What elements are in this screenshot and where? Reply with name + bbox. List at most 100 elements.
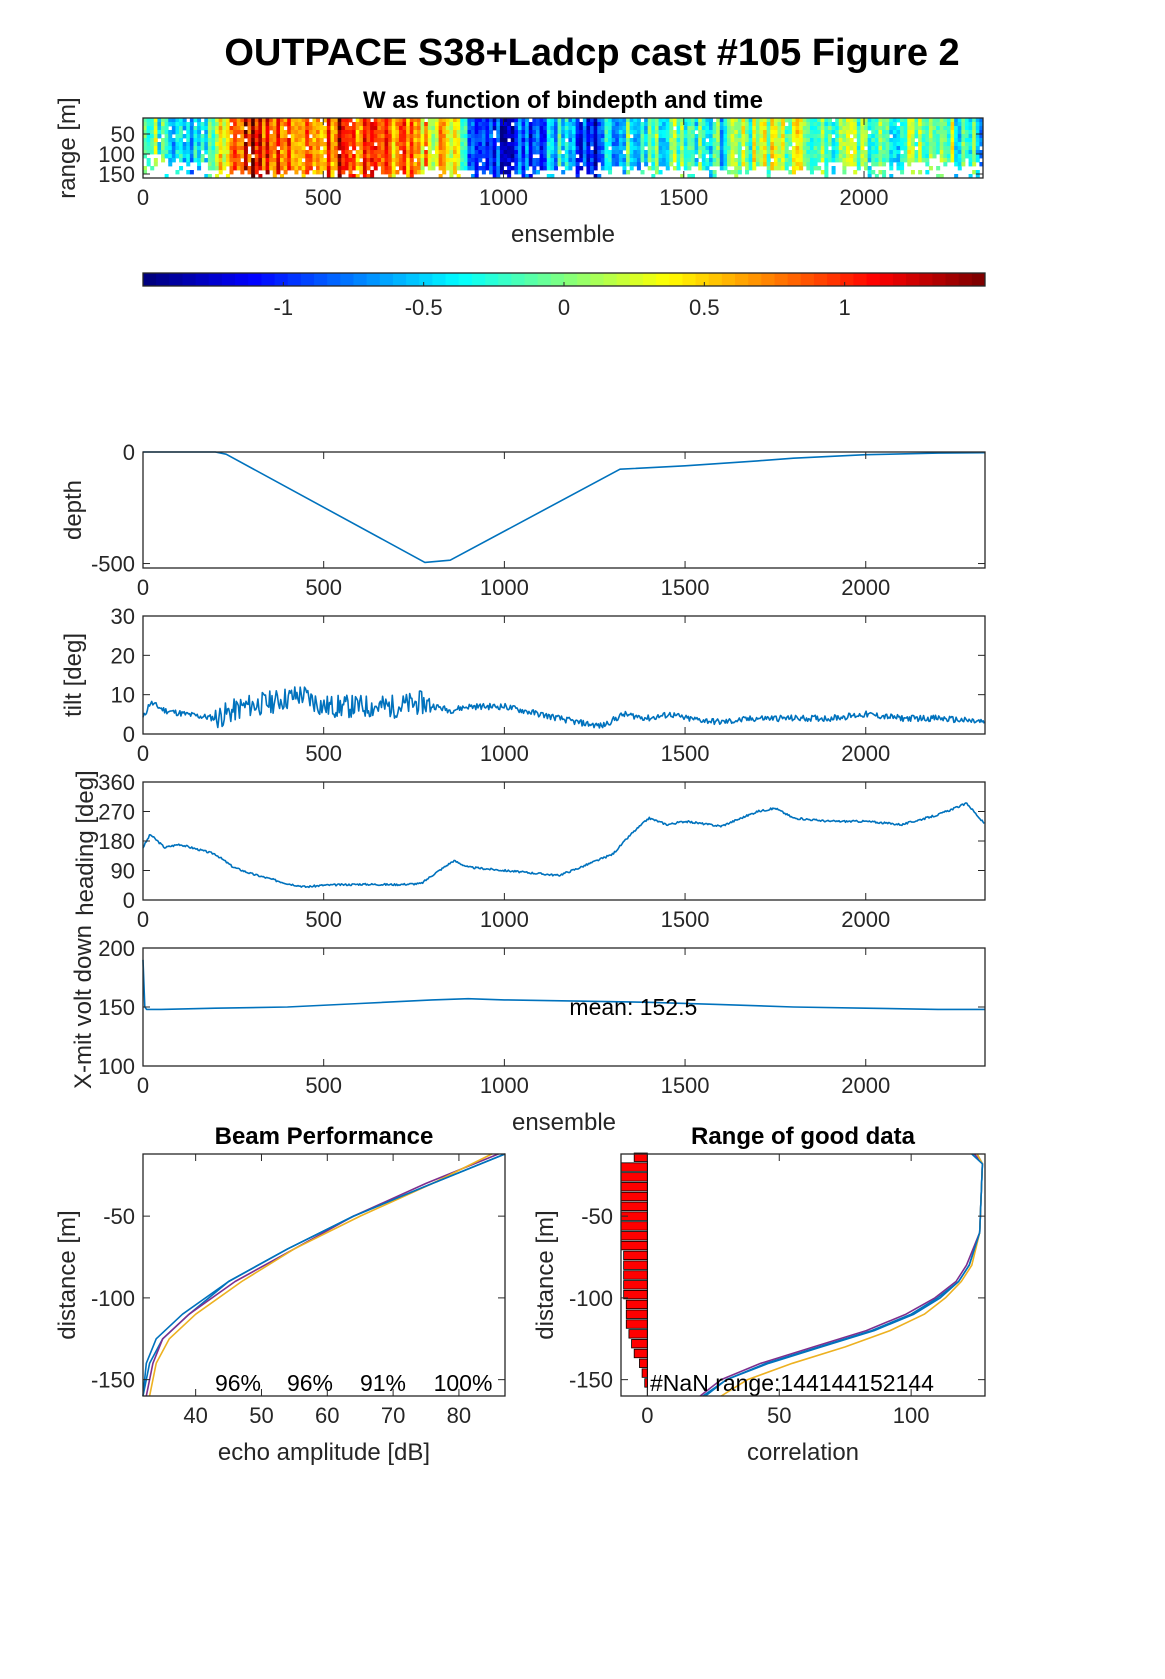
heatmap-cell (377, 146, 382, 151)
heatmap-cell (636, 122, 641, 127)
heatmap-cell (370, 146, 375, 151)
heatmap-cell (442, 130, 447, 135)
heatmap-cell (280, 126, 285, 131)
heatmap-cell (582, 138, 587, 143)
heatmap-cell (435, 154, 440, 159)
heatmap-cell (539, 154, 544, 159)
heatmap-cell (662, 162, 667, 167)
heatmap-cell (456, 138, 461, 143)
heatmap-cell (359, 142, 364, 147)
heatmap-cell (474, 142, 479, 147)
heatmap-cell (225, 134, 230, 139)
heatmap-cell (871, 126, 876, 131)
heatmap-cell (380, 162, 385, 167)
heatmap-cell (654, 126, 659, 131)
heatmap-cell (481, 146, 486, 151)
heatmap-cell (370, 170, 375, 175)
y-tick-label: 0 (123, 722, 135, 747)
heatmap-cell (355, 150, 360, 155)
heatmap-cell (380, 130, 385, 135)
figure-title: OUTPACE S38+Ladcp cast #105 Figure 2 (224, 32, 959, 74)
heatmap-cell (752, 118, 757, 123)
heatmap-cell (326, 158, 331, 163)
heatmap-cell (892, 154, 897, 159)
heatmap-cell (543, 122, 548, 127)
heatmap-cell (150, 166, 155, 171)
heatmap-cell (179, 150, 184, 155)
heatmap-cell (168, 162, 173, 167)
heatmap-cell (572, 154, 577, 159)
heatmap-cell (590, 130, 595, 135)
heatmap-cell (611, 158, 616, 163)
heatmap-cell (572, 142, 577, 147)
heatmap-cell (611, 162, 616, 167)
heatmap-cell (218, 150, 223, 155)
heatmap-cell (388, 146, 393, 151)
heatmap-cell (478, 154, 483, 159)
heatmap-cell (168, 154, 173, 159)
heatmap-cell (817, 150, 822, 155)
heatmap-cell (179, 122, 184, 127)
heatmap-cell (204, 142, 209, 147)
heatmap-cell (806, 126, 811, 131)
heatmap-cell (564, 118, 569, 123)
heatmap-cell (157, 118, 162, 123)
x-tick-label: 500 (305, 907, 342, 932)
heatmap-cell (654, 134, 659, 139)
heatmap-cell (608, 130, 613, 135)
heatmap-cell (503, 158, 508, 163)
heatmap-cell (301, 174, 306, 179)
heatmap-cell (211, 118, 216, 123)
heatmap-cell (665, 150, 670, 155)
heatmap-cell (658, 134, 663, 139)
heatmap-cell (409, 126, 414, 131)
heatmap-cell (964, 130, 969, 135)
heatmap-cell (143, 122, 148, 127)
y-tick-label: 90 (111, 859, 135, 884)
heatmap-cell (867, 142, 872, 147)
heatmap-cell (593, 126, 598, 131)
colorbar-segment (695, 273, 710, 286)
heatmap-cell (521, 126, 526, 131)
heatmap-cell (272, 162, 277, 167)
heatmap-cell (153, 158, 158, 163)
heatmap-cell (734, 142, 739, 147)
heatmap-cell (593, 138, 598, 143)
heatmap-cell (759, 118, 764, 123)
heatmap-cell (745, 122, 750, 127)
heatmap-cell (784, 162, 789, 167)
heatmap-cell (431, 138, 436, 143)
colorbar-segment (629, 273, 644, 286)
heatmap-cell (496, 118, 501, 123)
heatmap-cell (442, 122, 447, 127)
heatmap-cell (283, 118, 288, 123)
heatmap-cell (745, 134, 750, 139)
heatmap-cell (175, 154, 180, 159)
heatmap-cell (586, 134, 591, 139)
heatmap-cell (849, 162, 854, 167)
heatmap-cell (395, 134, 400, 139)
heatmap-cell (229, 162, 234, 167)
heatmap-cell (615, 118, 620, 123)
heatmap-cell (662, 158, 667, 163)
heatmap-cell (896, 118, 901, 123)
heatmap-cell (344, 158, 349, 163)
heatmap-cell (690, 150, 695, 155)
heatmap-cell (712, 154, 717, 159)
heatmap-cell (222, 150, 227, 155)
heatmap-cell (150, 130, 155, 135)
heatmap-cell (972, 142, 977, 147)
heatmap-cell (896, 154, 901, 159)
heatmap-cell (763, 146, 768, 151)
colorbar-segment (616, 273, 631, 286)
heatmap-cell (932, 118, 937, 123)
heatmap-cell (651, 166, 656, 171)
heatmap-cell (143, 150, 148, 155)
heatmap-cell (752, 150, 757, 155)
heatmap-cell (575, 146, 580, 151)
heatmap-cell (265, 130, 270, 135)
heatmap-cell (604, 126, 609, 131)
heatmap-cell (395, 118, 400, 123)
heatmap-cell (507, 154, 512, 159)
heatmap-cell (489, 134, 494, 139)
